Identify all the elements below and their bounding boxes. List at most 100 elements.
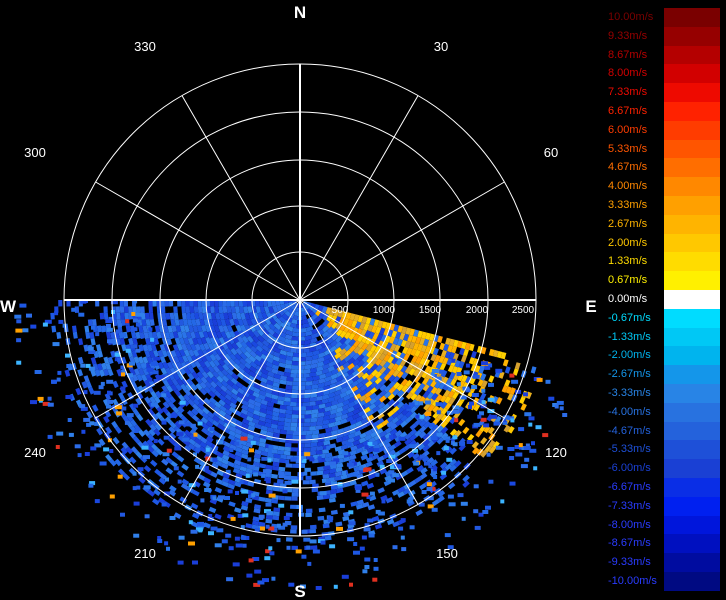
echo-bin bbox=[77, 356, 84, 365]
echo-speckle bbox=[224, 496, 230, 500]
echo-bin bbox=[392, 337, 400, 345]
colorbar-label: -2.00m/s bbox=[608, 349, 651, 362]
echo-speckle bbox=[133, 403, 139, 408]
echo-bin bbox=[241, 399, 250, 407]
echo-bin bbox=[213, 325, 220, 333]
echo-bin bbox=[145, 338, 151, 346]
echo-speckle bbox=[359, 466, 364, 471]
echo-bin bbox=[183, 445, 192, 453]
echo-bin bbox=[342, 430, 350, 437]
echo-bin bbox=[374, 371, 383, 379]
echo-bin bbox=[148, 428, 156, 437]
echo-bin bbox=[246, 318, 253, 327]
echo-bin bbox=[346, 411, 355, 418]
echo-bin bbox=[192, 325, 199, 333]
echo-bin bbox=[341, 372, 350, 379]
echo-bin bbox=[231, 388, 239, 396]
echo-bin bbox=[285, 434, 293, 440]
echo-bin bbox=[244, 312, 251, 321]
echo-bin bbox=[221, 458, 229, 465]
echo-speckle bbox=[443, 436, 451, 441]
echo-speckle bbox=[433, 467, 438, 472]
echo-bin bbox=[326, 326, 335, 335]
echo-bin bbox=[306, 308, 313, 314]
echo-bin bbox=[225, 348, 233, 356]
echo-bin bbox=[461, 341, 467, 350]
echo-bin bbox=[226, 379, 235, 387]
echo-bin bbox=[271, 419, 279, 425]
echo-bin bbox=[109, 459, 117, 467]
echo-bin bbox=[399, 332, 406, 341]
echo-bin bbox=[187, 337, 194, 346]
echo-bin bbox=[383, 373, 392, 382]
echo-speckle bbox=[364, 445, 369, 450]
echo-bin bbox=[369, 397, 377, 405]
echo-bin bbox=[218, 394, 227, 402]
echo-bin bbox=[243, 351, 252, 359]
echo-bin bbox=[142, 356, 149, 364]
colorbar-row: -10.00m/s bbox=[604, 572, 722, 591]
echo-bin bbox=[384, 426, 393, 434]
colorbar-label: 3.33m/s bbox=[608, 199, 648, 211]
echo-bin bbox=[308, 320, 317, 327]
echo-bin bbox=[169, 421, 177, 429]
echo-bin bbox=[120, 312, 125, 320]
echo-bin bbox=[81, 381, 88, 389]
echo-bin bbox=[336, 487, 344, 494]
echo-speckle bbox=[234, 536, 240, 541]
echo-speckle bbox=[47, 434, 53, 439]
echo-bin bbox=[492, 349, 499, 358]
echo-bin bbox=[270, 448, 278, 454]
echo-speckle bbox=[245, 473, 250, 478]
echo-bin bbox=[311, 354, 320, 361]
echo-bin bbox=[292, 352, 300, 358]
echo-bin bbox=[441, 426, 449, 434]
echo-bin bbox=[246, 407, 255, 414]
echo-bin bbox=[242, 300, 248, 307]
echo-bin bbox=[334, 341, 343, 349]
echo-speckle bbox=[468, 405, 472, 409]
echo-bin bbox=[226, 324, 233, 333]
echo-bin bbox=[343, 325, 351, 333]
echo-bin bbox=[89, 332, 95, 340]
echo-speckle bbox=[364, 523, 370, 528]
azimuth-spoke bbox=[299, 95, 419, 301]
echo-bin bbox=[205, 440, 214, 448]
echo-speckle bbox=[34, 370, 42, 374]
echo-speckle bbox=[347, 537, 355, 542]
echo-bin bbox=[135, 331, 141, 339]
echo-bin bbox=[266, 485, 274, 491]
echo-bin bbox=[201, 325, 207, 333]
echo-bin bbox=[211, 419, 220, 427]
echo-speckle bbox=[362, 569, 368, 574]
echo-bin bbox=[286, 430, 294, 435]
echo-bin bbox=[223, 312, 229, 320]
echo-bin bbox=[444, 351, 451, 359]
echo-speckle bbox=[488, 363, 493, 368]
echo-bin bbox=[342, 399, 351, 406]
echo-bin bbox=[361, 480, 369, 487]
echo-bin bbox=[277, 450, 285, 455]
echo-bin bbox=[366, 414, 375, 422]
echo-bin bbox=[405, 327, 412, 335]
echo-bin bbox=[218, 300, 223, 307]
colorbar-label: -3.33m/s bbox=[608, 387, 651, 399]
echo-bin bbox=[465, 342, 471, 351]
echo-bin bbox=[86, 411, 93, 419]
echo-bin bbox=[157, 361, 165, 370]
echo-bin bbox=[442, 357, 449, 365]
echo-bin bbox=[328, 355, 337, 363]
echo-bin bbox=[393, 344, 401, 353]
echo-bin bbox=[272, 351, 281, 358]
echo-speckle bbox=[298, 512, 305, 517]
echo-speckle bbox=[408, 402, 415, 407]
echo-speckle bbox=[235, 543, 243, 548]
echo-bin bbox=[235, 324, 242, 333]
echo-bin bbox=[286, 405, 293, 411]
echo-speckle bbox=[400, 518, 406, 523]
echo-speckle bbox=[55, 445, 60, 449]
echo-bin bbox=[441, 432, 449, 440]
echo-bin bbox=[153, 349, 159, 358]
echo-bin bbox=[344, 349, 352, 357]
echo-bin bbox=[381, 419, 390, 427]
